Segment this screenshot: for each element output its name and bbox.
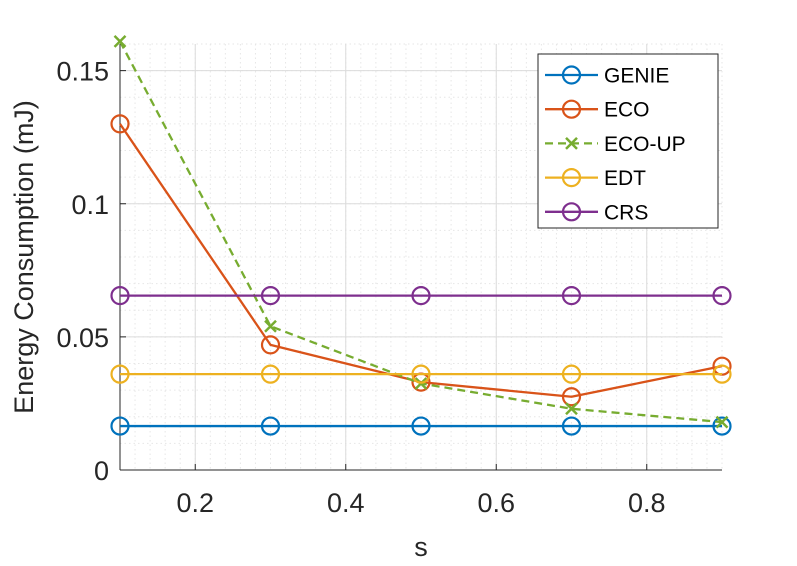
legend-entry-genie: GENIE — [545, 65, 669, 88]
data-point-edt — [712, 364, 732, 384]
data-point-genie — [712, 416, 732, 436]
x-marker-stroke — [565, 402, 578, 416]
y-tick-label: 0.15 — [56, 57, 109, 87]
data-point-crs — [561, 286, 582, 306]
legend-label-eco-up: ECO-UP — [604, 133, 686, 156]
data-point-eco-up — [113, 34, 127, 48]
data-point-edt — [411, 364, 431, 384]
legend-entry-edt: EDT — [545, 167, 646, 190]
legend-label-edt: EDT — [604, 167, 646, 190]
data-point-edt — [260, 364, 281, 384]
data-point-eco-up — [565, 402, 578, 416]
data-point-crs — [260, 286, 281, 306]
x-marker-stroke — [565, 137, 578, 150]
legend-entry-eco-up: ECO-UP — [545, 133, 686, 156]
legend-marker-edt — [561, 168, 582, 188]
data-point-eco-up — [264, 319, 277, 333]
legend-marker-eco — [561, 99, 582, 119]
y-tick-label: 0 — [94, 456, 109, 486]
x-tick-label: 0.6 — [477, 488, 515, 518]
data-point-eco — [561, 387, 582, 407]
y-tick-label: 0.05 — [56, 323, 109, 353]
data-point-eco — [110, 114, 130, 134]
legend-entry-eco: ECO — [545, 99, 650, 122]
data-point-crs — [411, 286, 431, 306]
x-marker-stroke — [715, 415, 729, 429]
data-point-edt — [561, 364, 582, 384]
x-tick-label: 0.8 — [628, 488, 666, 518]
legend-label-crs: CRS — [604, 201, 648, 224]
data-point-eco — [260, 335, 281, 355]
legend-label-eco: ECO — [604, 99, 650, 122]
x-marker-stroke — [264, 319, 277, 333]
y-tick-label: 0.1 — [71, 190, 109, 220]
series-layer — [110, 34, 732, 436]
legend-marker-crs — [561, 202, 582, 222]
x-marker-stroke — [113, 34, 127, 48]
x-axis-ticks: 0.2 0.4 0.6 0.8 — [176, 464, 666, 518]
data-point-crs — [110, 286, 130, 306]
data-point-genie — [260, 416, 281, 436]
y-axis-ticks: 0 0.05 0.1 0.15 — [56, 57, 126, 486]
series-edt — [110, 364, 732, 384]
x-tick-label: 0.2 — [176, 488, 214, 518]
data-point-crs — [712, 286, 732, 306]
series-crs — [110, 286, 732, 306]
legend-marker-eco-up — [565, 137, 578, 150]
data-point-eco-up — [715, 415, 729, 429]
x-axis-label: s — [414, 532, 428, 562]
y-axis-label: Energy Consumption (mJ) — [9, 100, 39, 414]
data-point-genie — [561, 416, 582, 436]
series-genie — [110, 416, 732, 436]
legend-marker-genie — [561, 65, 582, 85]
data-point-genie — [110, 416, 130, 436]
data-point-genie — [411, 416, 431, 436]
legend: GENIE ECO ECO-UP EDT CRS — [537, 53, 719, 229]
legend-entry-crs: CRS — [545, 201, 648, 224]
legend-label-genie: GENIE — [604, 65, 669, 88]
x-tick-label: 0.4 — [327, 488, 365, 518]
data-point-edt — [110, 364, 130, 384]
